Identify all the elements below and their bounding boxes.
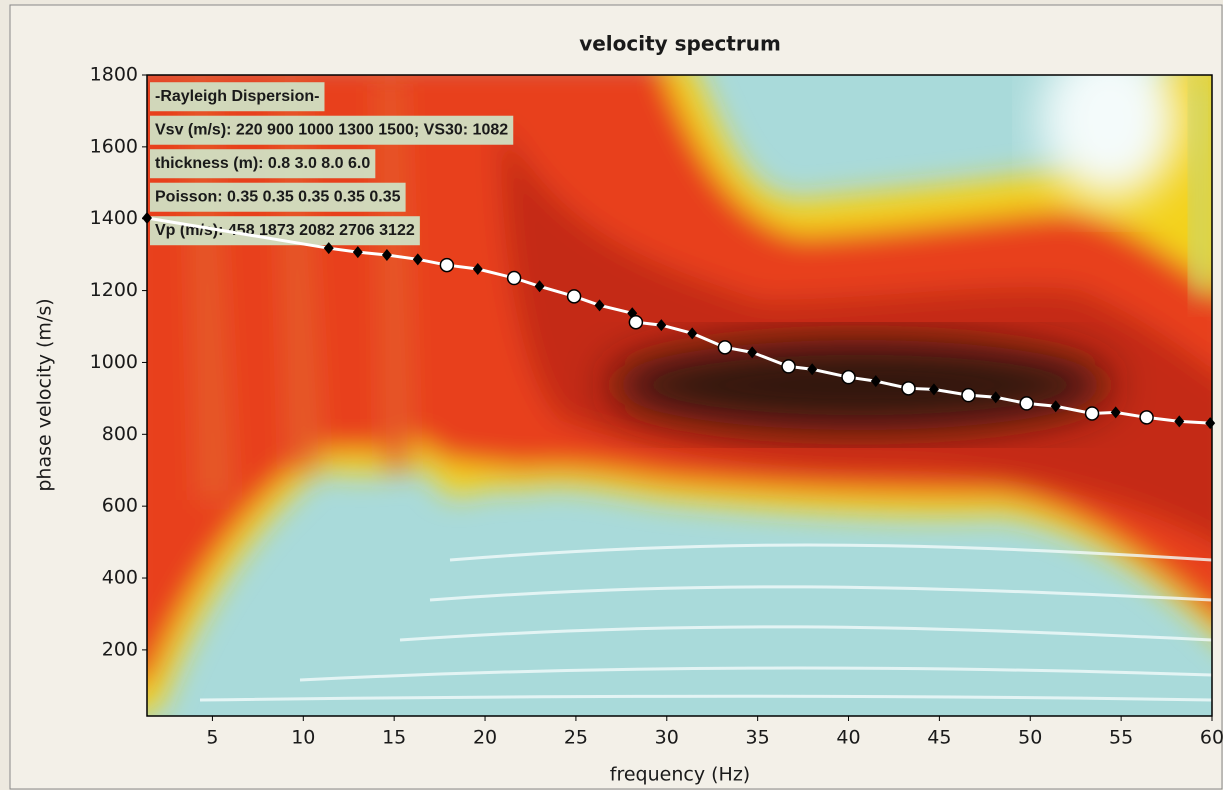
x-tick-label: 55	[1109, 727, 1133, 749]
y-tick-label: 1400	[90, 207, 138, 229]
data-point	[1050, 400, 1061, 413]
annotation: thickness (m): 0.8 3.0 8.0 6.0	[150, 149, 376, 179]
data-point	[323, 242, 334, 255]
data-point	[566, 289, 582, 304]
y-tick-label: 1200	[90, 279, 138, 301]
annotation: -Rayleigh Dispersion-	[150, 82, 325, 112]
y-tick-label: 1600	[90, 135, 138, 157]
annotation-text: Vsv (m/s): 220 900 1000 1300 1500; VS30:…	[155, 122, 508, 139]
annotation-background	[150, 115, 514, 145]
data-point	[352, 246, 363, 259]
y-tick-label: 400	[102, 567, 138, 589]
data-point	[534, 280, 545, 293]
data-point	[1019, 396, 1034, 411]
x-axis-label: frequency (Hz)	[610, 764, 750, 786]
x-tick-label: 30	[655, 727, 679, 749]
y-tick-label: 1000	[90, 351, 138, 373]
annotation-text: Poisson: 0.35 0.35 0.35 0.35 0.35	[155, 189, 401, 206]
data-point	[961, 387, 976, 403]
chart-title: velocity spectrum	[579, 32, 781, 56]
data-point	[656, 319, 667, 332]
x-tick-label: 50	[1018, 727, 1042, 749]
data-point	[687, 327, 698, 340]
x-tick-label: 35	[746, 727, 770, 749]
data-point	[1084, 406, 1100, 421]
plot-frame	[146, 74, 1213, 717]
data-point	[594, 299, 605, 312]
y-tick-label: 600	[102, 495, 138, 517]
x-tick-label: 15	[382, 727, 406, 749]
annotation-background	[150, 182, 406, 212]
data-point	[781, 359, 796, 374]
x-tick-label: 25	[564, 727, 588, 749]
annotation-text: Vp (m/s): 458 1873 2082 2706 3122	[155, 222, 415, 239]
annotation-text: thickness (m): 0.8 3.0 8.0 6.0	[155, 155, 370, 172]
data-point	[870, 375, 881, 388]
data-point	[142, 212, 152, 225]
x-tick-label: 40	[836, 727, 860, 749]
annotation-text: -Rayleigh Dispersion-	[155, 88, 319, 105]
x-tick-label: 45	[927, 727, 951, 749]
data-point	[472, 263, 483, 276]
data-point	[1205, 417, 1216, 430]
data-point	[1110, 406, 1121, 419]
y-tick-label: 800	[102, 423, 138, 445]
x-tick-label: 10	[291, 727, 315, 749]
y-tick-label: 1800	[90, 64, 138, 86]
data-point	[747, 346, 758, 359]
data-point	[412, 253, 423, 266]
data-point	[901, 381, 916, 396]
annotation: Poisson: 0.35 0.35 0.35 0.35 0.35	[150, 182, 406, 212]
data-point	[807, 363, 818, 376]
y-tick-label: 200	[102, 638, 138, 660]
data-point	[841, 369, 856, 385]
x-tick-label: 60	[1200, 727, 1223, 749]
data-point	[717, 340, 733, 355]
data-point	[506, 270, 522, 286]
annotation: Vsv (m/s): 220 900 1000 1300 1500; VS30:…	[150, 115, 514, 145]
annotation-background	[150, 82, 325, 112]
x-tick-label: 5	[206, 727, 218, 749]
data-point	[928, 383, 939, 396]
x-tick-label: 20	[473, 727, 497, 749]
data-point	[628, 314, 644, 330]
data-point	[1139, 410, 1154, 425]
data-point	[1174, 415, 1185, 428]
data-point	[990, 391, 1001, 404]
data-point	[381, 249, 392, 262]
data-point	[439, 257, 455, 273]
y-axis-label: phase velocity (m/s)	[34, 298, 56, 491]
annotation-background	[150, 149, 376, 179]
